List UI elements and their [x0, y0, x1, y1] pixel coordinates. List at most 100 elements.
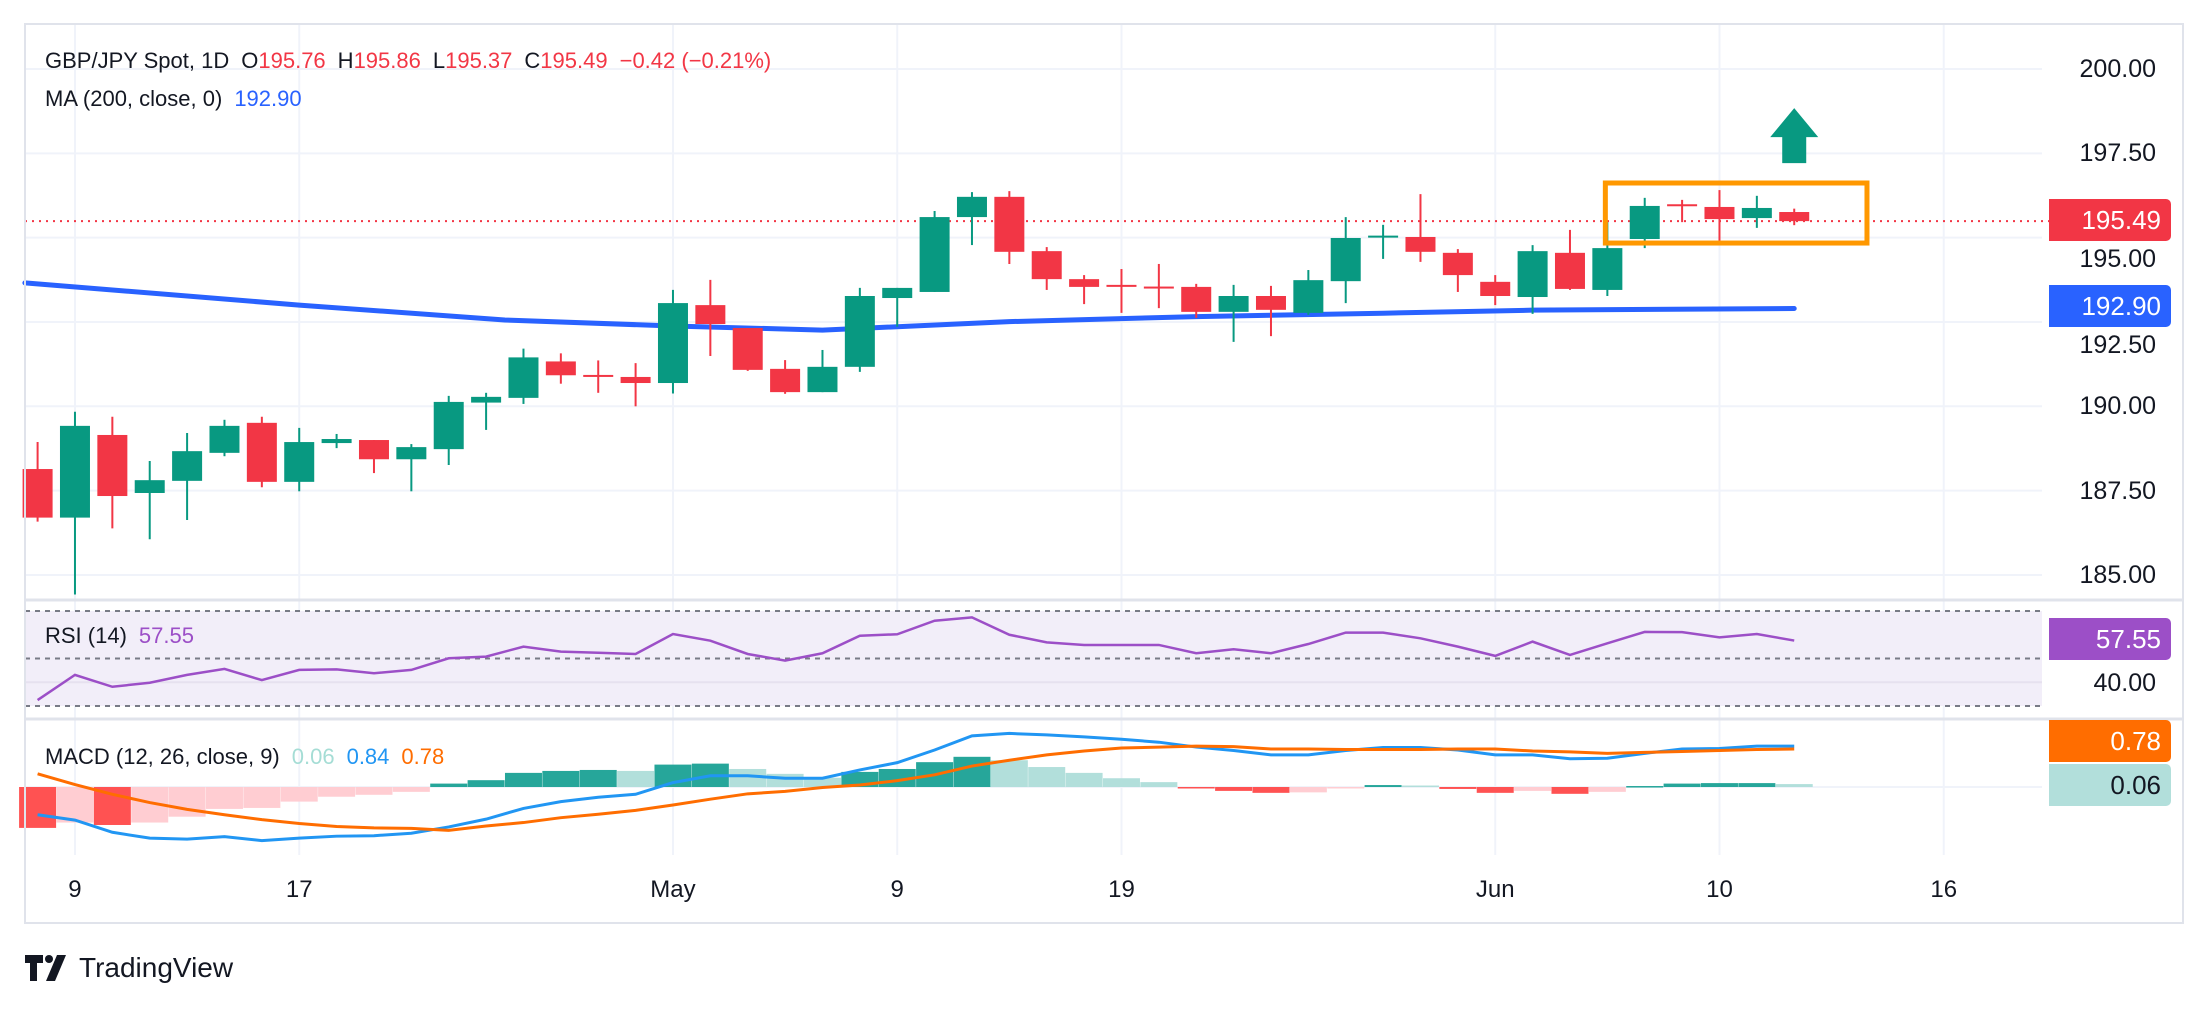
candle — [732, 328, 763, 371]
candle — [59, 411, 90, 595]
candle-body — [1293, 280, 1324, 313]
macd-histogram-bar — [1177, 787, 1215, 789]
candle — [97, 416, 128, 529]
candle — [1069, 275, 1100, 305]
candle — [583, 360, 614, 393]
macd-histogram-bar — [990, 760, 1028, 787]
macd-signal-tag: 0.78 — [2049, 720, 2171, 762]
candle-body — [1704, 206, 1735, 220]
high-value: 195.86 — [353, 48, 421, 73]
candle — [1667, 199, 1698, 223]
candle-body — [1106, 284, 1137, 287]
macd-line-value: 0.84 — [346, 744, 390, 769]
macd-histogram-bar — [1588, 787, 1626, 792]
candle-body — [583, 374, 614, 377]
macd-histogram-bar — [1028, 767, 1066, 787]
macd-histogram-bar — [1289, 787, 1327, 793]
macd-histogram-bar — [542, 770, 580, 787]
rsi-value-tag: 57.55 — [2049, 618, 2171, 660]
price-legend: GBP/JPY Spot, 1D O195.76 H195.86 L195.37 C19… — [45, 48, 771, 74]
rsi-line — [36, 616, 1795, 702]
macd-histogram-bar — [953, 756, 991, 787]
candle-body — [1069, 279, 1100, 287]
candle — [284, 427, 315, 492]
candle — [1704, 190, 1735, 246]
rsi-legend[interactable]: RSI (14) 57.55 — [45, 623, 194, 649]
ma-label: MA (200, close, 0) — [45, 86, 223, 111]
macd-histogram-bar — [1439, 787, 1477, 789]
candle — [545, 353, 576, 384]
candle — [22, 442, 53, 522]
candle — [508, 348, 539, 404]
macd-histogram-bar — [467, 780, 505, 787]
time-tick-label: 10 — [1706, 876, 1733, 903]
candle — [882, 287, 913, 327]
macd-histogram-bar — [318, 787, 356, 797]
tradingview-logo[interactable]: TradingView — [25, 952, 233, 984]
macd-histogram-bar — [803, 777, 841, 787]
macd-histogram-bar — [766, 773, 804, 787]
price-tick-label: 197.50 — [2079, 139, 2156, 168]
ma-value: 192.90 — [234, 86, 302, 111]
time-tick-label: Jun — [1475, 876, 1515, 903]
candle — [1517, 245, 1548, 314]
macd-histogram-bar — [56, 787, 94, 823]
candle-body — [844, 296, 875, 367]
candle — [1293, 270, 1324, 315]
candle-body — [508, 357, 539, 398]
up-arrow-icon — [1770, 108, 1819, 164]
candle-body — [770, 368, 801, 393]
macd-histogram-bar — [1476, 787, 1514, 793]
macd-signal-line — [37, 744, 1795, 832]
price-tick-label: 187.50 — [2079, 476, 2156, 505]
candle-body — [172, 451, 203, 481]
ma-legend[interactable]: MA (200, close, 0) 192.90 — [45, 86, 302, 112]
macd-histogram-bar — [1065, 772, 1103, 787]
candle — [1405, 194, 1436, 262]
price-tick-label: 200.00 — [2079, 55, 2156, 83]
rsi-axis-label: 40.00 — [2093, 669, 2156, 697]
candle — [1779, 208, 1810, 226]
candle-body — [1031, 251, 1062, 280]
candle-body — [1517, 251, 1548, 298]
candle-body — [919, 217, 950, 292]
macd-legend[interactable]: MACD (12, 26, close, 9) 0.06 0.84 0.78 — [45, 744, 444, 770]
candle-body — [471, 396, 502, 403]
macd-histogram-bar — [1775, 784, 1813, 787]
candle-body — [1181, 286, 1212, 312]
macd-histogram-bar — [1626, 786, 1664, 788]
candle — [1181, 283, 1212, 318]
candle-body — [807, 366, 838, 393]
macd-hist-tag: 0.06 — [2049, 764, 2171, 806]
candle-body — [433, 401, 464, 450]
candle — [695, 279, 726, 357]
candle-body — [22, 469, 53, 518]
candle — [471, 392, 502, 430]
ma-price-tag: 192.90 — [2049, 285, 2171, 327]
candle — [433, 395, 464, 465]
candle — [358, 440, 389, 474]
close-value: 195.49 — [540, 48, 608, 73]
close-label: C — [524, 48, 541, 73]
candle-body — [732, 328, 763, 370]
symbol-title[interactable]: GBP/JPY Spot, 1D — [45, 48, 230, 73]
candle — [919, 211, 950, 292]
macd-histogram-bar — [1102, 778, 1140, 787]
candle — [956, 192, 987, 246]
macd-histogram-bar — [1514, 787, 1552, 791]
consolidation-box — [1602, 180, 1870, 246]
macd-histogram-bar — [430, 783, 468, 787]
candle-body — [134, 480, 165, 493]
time-tick-label: 9 — [68, 876, 82, 903]
candle — [1741, 195, 1772, 228]
macd-histogram-bar — [1401, 785, 1439, 788]
candle — [1218, 284, 1249, 342]
macd-histogram-bar — [392, 787, 430, 792]
candle-body — [1218, 296, 1249, 312]
time-tick-label: May — [650, 876, 696, 903]
macd-histogram-bar — [243, 787, 281, 808]
candle-body — [1255, 296, 1286, 310]
macd-line — [37, 731, 1795, 843]
change-value: −0.42 (−0.21%) — [619, 48, 772, 73]
